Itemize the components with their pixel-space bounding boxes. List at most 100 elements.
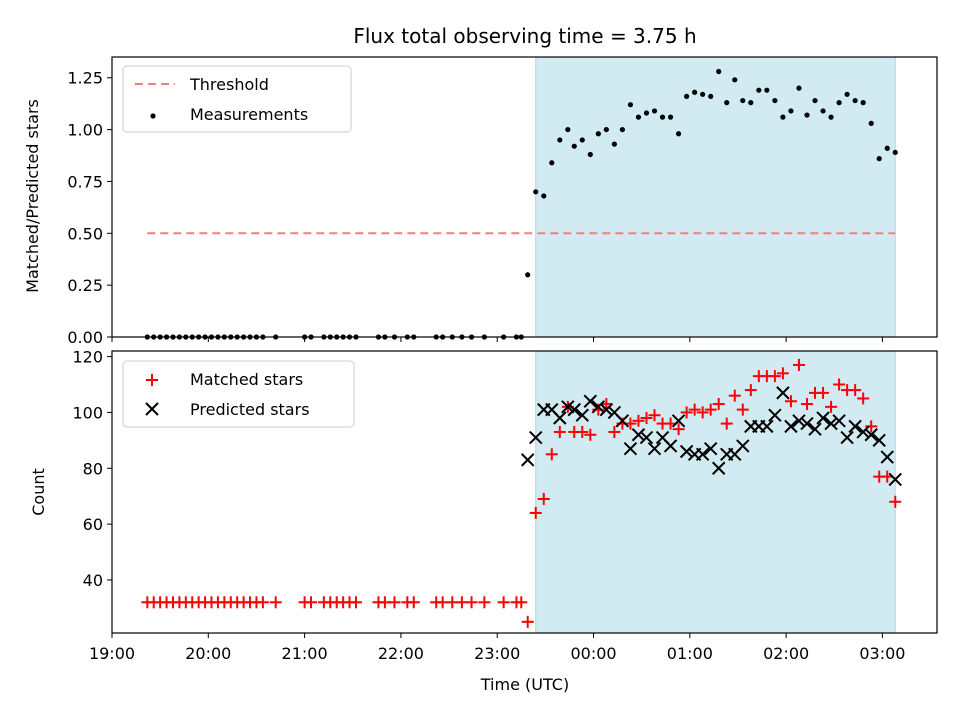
- top-x-ticks: [111, 337, 883, 342]
- measurement-point: [619, 126, 626, 133]
- cross-b: [736, 439, 750, 453]
- predicted-star-point: [615, 414, 630, 428]
- matched-star-point: [545, 448, 558, 461]
- measurement-point: [804, 112, 810, 118]
- chart-title: Flux total observing time = 3.75 h: [353, 24, 696, 48]
- cross-b: [880, 450, 894, 464]
- measurement-point: [868, 120, 874, 126]
- cross-b: [832, 414, 846, 428]
- measurement-point: [724, 100, 730, 106]
- measurement-point: [796, 85, 802, 91]
- cross-b: [800, 416, 814, 431]
- cross-b: [872, 433, 886, 448]
- bottom-points: [141, 358, 902, 628]
- cross-b: [679, 444, 694, 459]
- measurement-point: [772, 97, 778, 104]
- matched-star-point: [632, 414, 645, 427]
- matched-star-point: [776, 367, 789, 380]
- matched-star-point: [640, 412, 653, 425]
- predicted-star-point: [792, 414, 806, 428]
- cross-b: [848, 419, 862, 434]
- legend-predicted-swatch: [145, 402, 159, 416]
- measurement-point: [692, 89, 698, 95]
- x-axis-label: Time (UTC): [480, 675, 569, 694]
- measurement-point: [579, 137, 585, 143]
- matched-star-point: [849, 384, 862, 397]
- matched-star-point: [704, 403, 717, 416]
- measurement-point: [892, 149, 898, 156]
- cross-b: [663, 439, 678, 453]
- matched-star-point: [728, 389, 741, 402]
- cross-b: [784, 419, 798, 434]
- legend-measurements-swatch: [150, 113, 156, 119]
- matched-star-point: [465, 596, 478, 609]
- cross-b: [712, 461, 726, 475]
- measurement-point: [884, 145, 890, 151]
- predicted-star-point: [784, 419, 798, 434]
- predicted-star-point: [671, 414, 686, 428]
- legend-matched-label: Matched stars: [190, 370, 303, 389]
- cross-b: [529, 430, 543, 445]
- predicted-star-point: [848, 419, 862, 434]
- cross-b: [888, 472, 902, 487]
- matched-star-point: [497, 596, 510, 609]
- x-tick-label: 00:00: [570, 644, 616, 663]
- matched-star-point: [553, 425, 566, 438]
- cross-b: [575, 408, 589, 422]
- predicted-star-point: [808, 422, 822, 436]
- predicted-star-point: [529, 430, 543, 445]
- predicted-star-point: [864, 428, 878, 442]
- measurement-point: [820, 108, 826, 114]
- legend-predicted-label: Predicted stars: [190, 400, 310, 419]
- matched-star-point: [688, 403, 701, 416]
- matched-star-point: [305, 596, 318, 609]
- matched-star-point: [349, 596, 362, 609]
- measurement-point: [764, 87, 770, 93]
- matched-star-point: [833, 378, 846, 391]
- bottom-x-axis: 19:00 20:00 21:00 22:00 23:00 00:00 01:00 02:00…: [89, 633, 905, 663]
- matched-star-point: [529, 506, 542, 519]
- predicted-star-point: [800, 416, 814, 431]
- measurement-point: [700, 91, 706, 97]
- measurement-point: [740, 97, 746, 104]
- cross-b: [561, 400, 575, 414]
- matched-star-point: [672, 423, 685, 436]
- predicted-star-point: [768, 408, 782, 422]
- matched-star-point: [768, 370, 781, 383]
- bottom-observing-window: [535, 350, 896, 634]
- cross-b: [639, 430, 654, 445]
- cross-b: [583, 394, 598, 408]
- predicted-star-point: [832, 414, 846, 428]
- measurement-point: [643, 110, 650, 116]
- y-tick-label: 0.50: [67, 224, 103, 243]
- cross-b: [607, 405, 622, 420]
- cross-b: [808, 422, 822, 436]
- predicted-star-point: [888, 472, 902, 487]
- matched-star-point: [515, 596, 528, 609]
- cross-b: [856, 425, 870, 439]
- predicted-star-point: [663, 439, 678, 453]
- matched-star-point: [388, 596, 401, 609]
- measurement-point: [812, 97, 818, 104]
- cross-b: [545, 402, 559, 417]
- matched-star-point: [680, 406, 693, 419]
- measurement-point: [748, 100, 754, 106]
- cross-b: [599, 402, 614, 417]
- x-tick-label: 22:00: [378, 644, 424, 663]
- predicted-star-point: [760, 419, 774, 434]
- cross-b: [521, 453, 535, 467]
- cross-b: [760, 419, 774, 434]
- x-tick-label: 20:00: [185, 644, 231, 663]
- cross-b: [840, 430, 854, 445]
- predicted-star-point: [736, 439, 750, 453]
- cross-b: [816, 411, 830, 425]
- predicted-star-point: [703, 442, 718, 456]
- cross-b: [647, 442, 662, 456]
- predicted-star-point: [623, 442, 638, 456]
- predicted-star-point: [824, 416, 838, 431]
- matched-star-point: [256, 596, 269, 609]
- measurement-point: [549, 160, 555, 166]
- predicted-star-point: [521, 453, 535, 467]
- cross-b: [615, 414, 630, 428]
